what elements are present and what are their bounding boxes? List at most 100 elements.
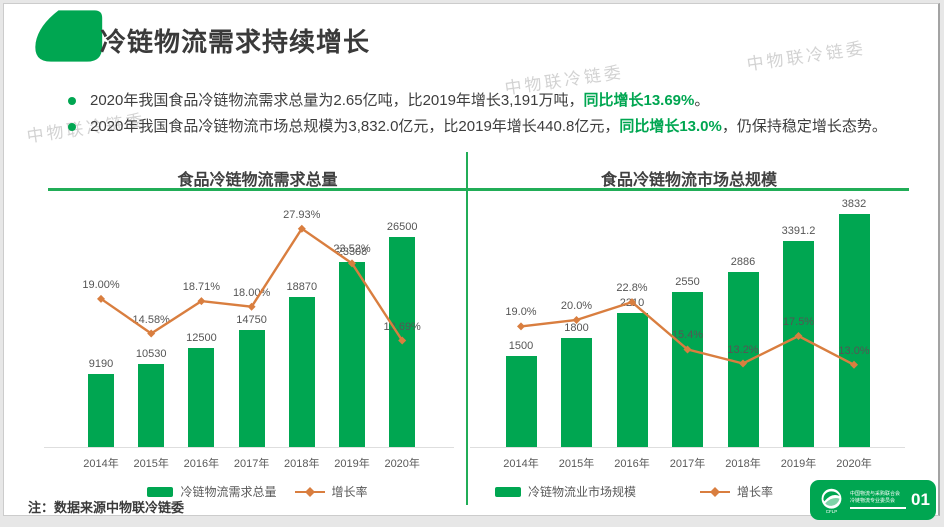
line-value-label: 13.0% <box>838 345 870 357</box>
bar-series-swatch-icon <box>494 486 521 497</box>
legend-market: 冷链物流业市场规模 增长率 <box>469 483 799 500</box>
bullet-text: 2020年我国食品冷链物流市场总规模为3,832.0亿元，比2019年增长440… <box>90 118 620 136</box>
x-axis-label: 2020年 <box>836 458 872 470</box>
line-point-marker <box>572 316 581 324</box>
x-axis-label: 2017年 <box>233 458 270 470</box>
x-axis-label: 2015年 <box>133 458 169 470</box>
line-point-marker <box>147 329 156 338</box>
demand-chart-plot: 9190 2014年 19.00% 10530 2015年 14.58% 12500 2016… <box>44 199 454 470</box>
bar-value-label: 2886 <box>730 256 756 268</box>
cflp-globe-logo-icon: CFLP <box>821 488 842 514</box>
bar-2015年 <box>138 364 164 447</box>
line-value-label: 27.93% <box>283 209 321 221</box>
bar-2019年 <box>339 262 365 447</box>
slide: 冷链物流需求持续增长 中物联冷链委 中物联冷链委 中物联冷链委 2020年我国食… <box>3 3 940 520</box>
bar-value-label: 3832 <box>841 198 867 210</box>
line-series-marker-icon <box>294 486 325 497</box>
bar-value-label: 23308 <box>336 246 368 258</box>
line-point-marker <box>297 224 306 233</box>
badge-org-text: 中国物流与采购联合会 冷链物流专业委员会 <box>850 491 906 509</box>
bullet-highlight: 同比增长13.0% <box>619 118 722 136</box>
line-value-label: 19.0% <box>505 306 537 318</box>
line-value-label: 19.00% <box>82 279 120 291</box>
page-title: 冷链物流需求持续增长 <box>100 27 371 57</box>
bar-value-label: 9190 <box>88 358 114 370</box>
growth-rate-line <box>517 298 858 369</box>
x-axis-label: 2014年 <box>83 458 119 470</box>
legend-label: 冷链物流需求总量 <box>180 485 277 499</box>
legend-item-bars: 冷链物流业市场规模 <box>494 483 636 500</box>
bar-2016年 <box>188 348 214 447</box>
line-point-marker <box>739 359 747 368</box>
bar-value-label: 14750 <box>236 314 267 326</box>
line-point-marker <box>97 294 105 303</box>
x-axis-label: 2014年 <box>503 458 539 470</box>
line-value-label: 18.71% <box>182 281 221 293</box>
line-value-label: 13.2% <box>727 344 759 356</box>
line-point-marker <box>517 322 525 331</box>
bullet-text: ，仍保持稳定增长态势。 <box>721 118 887 136</box>
x-axis-label: 2016年 <box>614 458 650 470</box>
line-value-label: 23.52% <box>333 243 371 255</box>
chart-divider-line <box>466 152 468 505</box>
line-point-marker <box>794 332 803 340</box>
line-point-marker <box>247 302 256 311</box>
line-series-marker-icon <box>700 486 730 497</box>
bar-value-label: 18870 <box>286 281 318 293</box>
line-value-label: 15.4% <box>671 329 704 341</box>
x-axis-label: 2019年 <box>780 458 817 470</box>
line-point-marker <box>683 345 692 354</box>
bar-2014年 <box>506 356 537 447</box>
bar-2018年 <box>728 272 759 447</box>
legend-demand: 冷链物流需求总量 增长率 <box>48 483 467 500</box>
growth-rate-line <box>97 224 407 345</box>
bar-value-label: 10530 <box>135 348 167 360</box>
bar-value-label: 1800 <box>564 322 589 334</box>
badge-separator <box>850 507 906 509</box>
legend-label: 增长率 <box>331 485 368 499</box>
bar-2014年 <box>88 374 114 447</box>
line-point-marker <box>850 360 858 369</box>
chart-title-underline <box>48 188 467 191</box>
chart-title-underline <box>467 188 909 191</box>
line-point-marker <box>398 336 407 345</box>
bar-value-label: 26500 <box>386 221 418 233</box>
green-corner-shape <box>35 10 103 62</box>
x-axis-label: 2019年 <box>334 458 370 470</box>
x-axis-line <box>470 447 905 448</box>
svg-text:CFLP: CFLP <box>826 509 838 514</box>
line-point-marker <box>628 298 636 307</box>
bar-2017年 <box>672 292 703 447</box>
legend-item-line: 增长率 <box>294 483 368 500</box>
bar-value-label: 1500 <box>508 340 534 352</box>
legend-item-bars: 冷链物流需求总量 <box>147 483 277 500</box>
line-value-label: 14.58% <box>132 314 170 326</box>
line-point-marker <box>197 297 206 306</box>
summary-bullets: 2020年我国食品冷链物流需求总量为2.65亿吨，比2019年增长3,191万吨… <box>66 88 902 141</box>
x-axis-label: 2015年 <box>558 458 595 470</box>
bullet-highlight: 同比增长13.69% <box>583 92 695 109</box>
badge-org-line2: 冷链物流专业委员会 <box>850 498 896 504</box>
bullet-text: 。 <box>694 92 710 109</box>
bar-2015年 <box>561 338 592 447</box>
line-point-marker <box>348 259 356 268</box>
line-value-label: 22.8% <box>616 282 648 294</box>
x-axis-line <box>44 447 454 448</box>
bullet-text: 2020年我国食品冷链物流需求总量为2.65亿吨，比2019年增长3,191万吨… <box>90 92 584 109</box>
bar-value-label: 12500 <box>186 332 217 344</box>
market-chart-plot: 15002014年19.0%18002015年20.0%22102016年22.… <box>470 198 905 470</box>
bullet-dot <box>68 97 76 105</box>
x-axis-label: 2018年 <box>725 458 761 470</box>
legend-label: 冷链物流业市场规模 <box>527 485 636 499</box>
bar-2018年 <box>289 297 315 447</box>
bar-2019年 <box>783 241 814 447</box>
data-source-note: 注：数据来源中物联冷链委 <box>28 500 185 515</box>
x-axis-label: 2016年 <box>183 458 220 470</box>
watermark: 中物联冷链委 <box>745 38 868 75</box>
bar-value-label: 3391.2 <box>781 225 816 237</box>
legend-label: 增长率 <box>737 485 774 499</box>
bar-series-swatch-icon <box>147 486 174 497</box>
bar-value-label: 2550 <box>675 276 700 288</box>
chart-title-demand: 食品冷链物流需求总量 <box>177 172 338 189</box>
